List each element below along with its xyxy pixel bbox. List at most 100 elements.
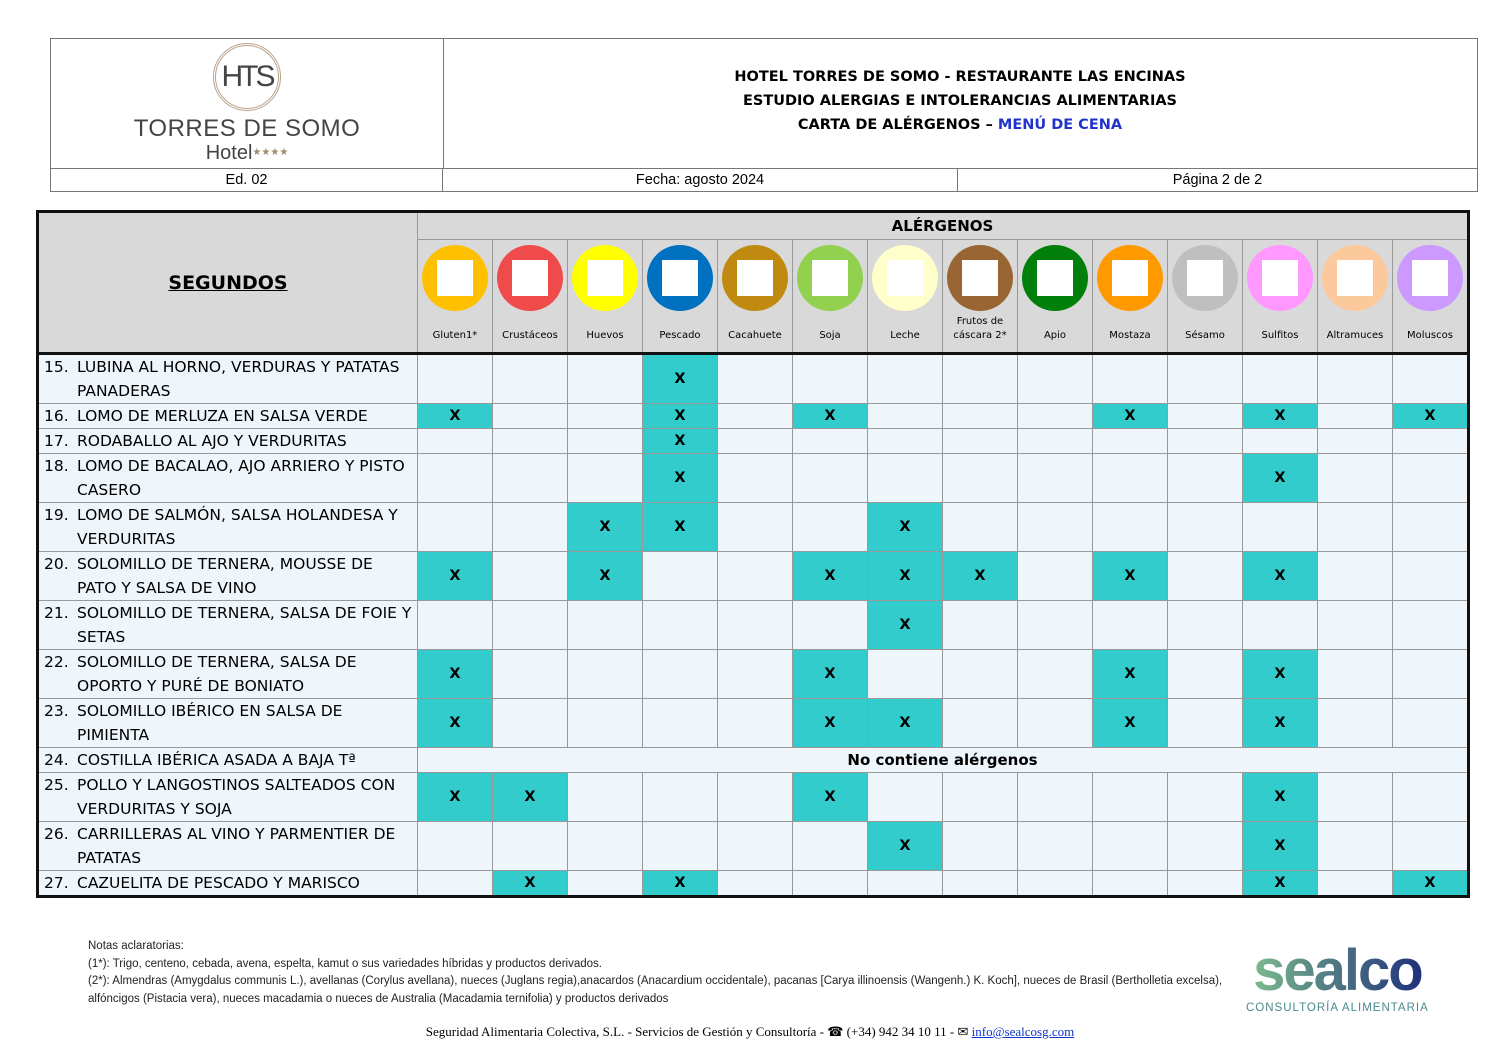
allergen-cell — [492, 353, 568, 404]
allergen-icon — [422, 245, 488, 311]
allergen-cell — [867, 870, 943, 897]
allergen-cell — [567, 698, 643, 748]
allergen-cell — [1167, 502, 1243, 552]
table-row: 21. SOLOMILLO DE TERNERA, SALSA DE FOIE Y… — [37, 600, 1469, 650]
allergen-cell — [1392, 551, 1469, 601]
dish-number: 23. — [44, 702, 69, 720]
allergen-header: Altramuces — [1317, 239, 1393, 355]
allergens-title: ALÉRGENOS — [417, 211, 1469, 240]
allergen-cell — [492, 403, 568, 429]
allergen-cell — [1017, 551, 1093, 601]
allergen-cell — [567, 772, 643, 822]
allergen-header: Gluten1* — [417, 239, 493, 355]
allergen-cell — [642, 649, 718, 699]
allergen-cell — [1092, 772, 1168, 822]
allergen-cell — [1392, 772, 1469, 822]
allergen-cell — [1392, 821, 1469, 871]
dish-number: 25. — [44, 776, 69, 794]
allergen-header: Leche — [867, 239, 943, 355]
email-link[interactable]: info@sealcosg.com — [971, 1024, 1075, 1039]
allergen-cell: X — [642, 428, 718, 454]
allergen-label: Pescado — [659, 330, 701, 341]
dish-cell: 22. SOLOMILLO DE TERNERA, SALSA DE OPORTO… — [37, 649, 418, 699]
allergen-cell — [1092, 870, 1168, 897]
allergen-header: Huevos — [567, 239, 643, 355]
allergen-cell — [642, 600, 718, 650]
section-title: SEGUNDOS — [37, 211, 418, 355]
allergen-label: Soja — [819, 330, 841, 341]
table-row: 26. CARRILLERAS AL VINO Y PARMENTIER DE P… — [37, 821, 1469, 871]
allergen-cell — [1392, 600, 1469, 650]
allergen-label: Mostaza — [1109, 330, 1151, 341]
allergen-label: Sésamo — [1185, 330, 1225, 341]
allergen-cell: X — [642, 353, 718, 404]
dish-cell: 18. LOMO DE BACALAO, AJO ARRIERO Y PISTO … — [37, 453, 418, 503]
allergen-cell — [717, 772, 793, 822]
allergen-label: Leche — [890, 330, 920, 341]
allergen-cell — [642, 698, 718, 748]
document-header: HTS TORRES DE SOMO Hotel★★★★ HOTEL TORRE… — [50, 38, 1478, 192]
allergen-cell — [1167, 403, 1243, 429]
allergen-cell — [417, 428, 493, 454]
title-line-1: HOTEL TORRES DE SOMO - RESTAURANTE LAS E… — [734, 69, 1186, 85]
allergen-cell: X — [792, 649, 868, 699]
allergen-label: Sulfitos — [1261, 330, 1299, 341]
dish-number: 18. — [44, 457, 69, 475]
allergen-header: Sésamo — [1167, 239, 1243, 355]
allergen-cell — [792, 870, 868, 897]
note-1: (1*): Trigo, centeno, cebada, avena, esp… — [88, 957, 602, 970]
no-allergens: No contiene alérgenos — [417, 747, 1469, 773]
allergen-cell — [1392, 649, 1469, 699]
dish-number: 27. — [44, 874, 69, 892]
notes-title: Notas aclaratorias: — [88, 940, 184, 952]
dish-number: 20. — [44, 555, 69, 573]
logo-seal: HTS — [213, 43, 281, 111]
allergen-cell — [1317, 403, 1393, 429]
allergen-cell — [1242, 600, 1318, 650]
allergen-cell: X — [642, 870, 718, 897]
allergen-cell: X — [1392, 870, 1469, 897]
allergen-cell — [942, 649, 1018, 699]
allergen-icon — [1397, 245, 1463, 311]
allergen-cell — [1017, 428, 1093, 454]
allergen-cell — [567, 600, 643, 650]
allergen-cell: X — [1242, 649, 1318, 699]
allergen-cell — [417, 353, 493, 404]
allergen-cell: X — [417, 772, 493, 822]
allergen-cell — [567, 821, 643, 871]
allergen-icon — [872, 245, 938, 311]
hotel-logo: HTS TORRES DE SOMO Hotel★★★★ — [51, 39, 444, 168]
allergen-cell — [867, 772, 943, 822]
allergen-cell: X — [417, 403, 493, 429]
allergen-cell — [492, 649, 568, 699]
allergen-cell — [492, 453, 568, 503]
allergen-cell — [417, 821, 493, 871]
allergen-cell — [1167, 821, 1243, 871]
allergen-cell — [717, 551, 793, 601]
allergen-cell — [942, 698, 1018, 748]
allergen-cell: X — [642, 502, 718, 552]
date: Fecha: agosto 2024 — [443, 168, 958, 192]
allergen-cell — [1242, 502, 1318, 552]
allergen-cell: X — [567, 551, 643, 601]
logo-name: TORRES DE SOMO — [133, 115, 361, 142]
allergen-cell — [1167, 453, 1243, 503]
allergen-cell — [1317, 698, 1393, 748]
allergen-cell: X — [867, 821, 943, 871]
allergen-cell — [867, 428, 943, 454]
allergen-cell: X — [1092, 649, 1168, 699]
table-row: 18. LOMO DE BACALAO, AJO ARRIERO Y PISTO … — [37, 453, 1469, 503]
allergen-cell — [792, 821, 868, 871]
brand-word: sealco — [1246, 940, 1429, 1002]
dish-number: 24. — [44, 751, 69, 769]
table-row: 22. SOLOMILLO DE TERNERA, SALSA DE OPORTO… — [37, 649, 1469, 699]
allergen-cell — [1392, 428, 1469, 454]
allergen-cell: X — [1242, 772, 1318, 822]
allergen-cell — [867, 453, 943, 503]
allergen-cell: X — [792, 551, 868, 601]
allergen-cell — [567, 428, 643, 454]
allergen-cell — [1392, 698, 1469, 748]
dish-number: 21. — [44, 604, 69, 622]
allergen-cell — [717, 821, 793, 871]
title-line-3a: CARTA DE ALÉRGENOS – — [797, 117, 998, 133]
